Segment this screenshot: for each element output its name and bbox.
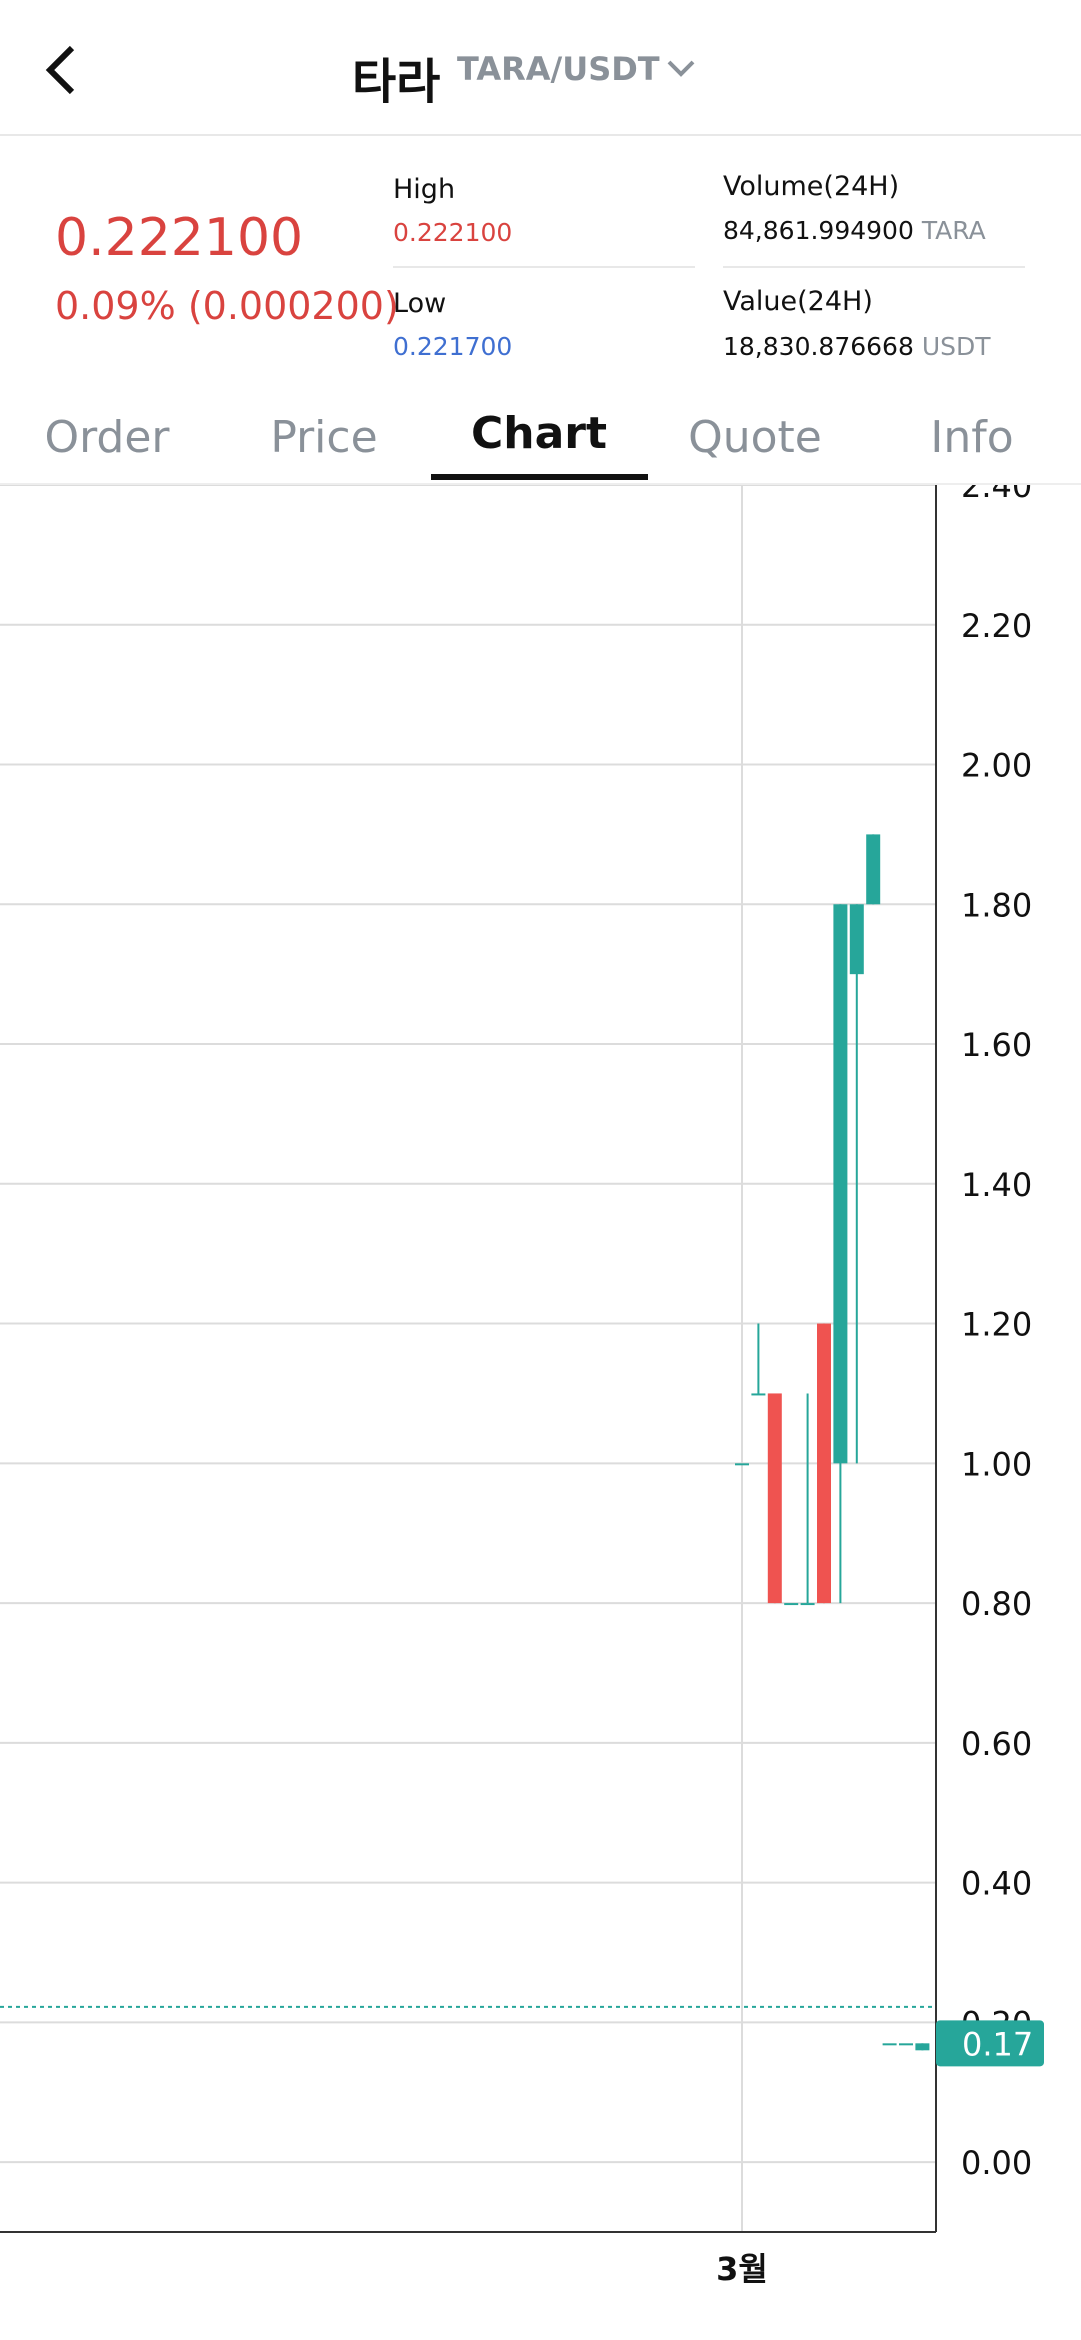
back-button[interactable] — [40, 44, 84, 96]
value-label: Value(24H) — [723, 286, 873, 317]
chart: 0.000.200.400.600.801.001.201.401.601.80… — [0, 485, 1044, 2288]
candle-body — [882, 2043, 897, 2046]
low-label: Low — [393, 288, 447, 319]
candle-body — [899, 2043, 913, 2046]
divider — [393, 266, 695, 268]
change: 0.09% (0.000200) — [55, 284, 399, 328]
tab[interactable]: Price — [270, 412, 378, 463]
y-tick-label: 1.00 — [961, 1445, 1032, 1483]
pair: TARA/USDT — [457, 50, 660, 88]
candle-body — [784, 1603, 799, 1606]
tab[interactable]: Quote — [688, 412, 822, 463]
price-tag-label: 0.17 — [962, 2025, 1033, 2063]
divider — [0, 134, 1081, 136]
y-tick-label: 0.00 — [961, 2144, 1032, 2182]
tab[interactable]: Order — [44, 412, 170, 463]
price-tag — [936, 2020, 1044, 2067]
value: 18,830.876668 USDT — [723, 332, 991, 361]
candle-body — [866, 834, 881, 905]
tab-indicator — [431, 474, 648, 480]
high-value: 0.222100 — [393, 218, 513, 247]
y-tick-label: 1.40 — [961, 1166, 1032, 1204]
candle-body — [735, 1463, 749, 1466]
coin-name: 타라 — [352, 54, 441, 110]
x-tick-label: 3월 — [716, 2250, 768, 2288]
candle-body — [800, 1603, 815, 1606]
volume-unit: TARA — [921, 216, 986, 245]
value-value: 18,830.876668 — [723, 332, 914, 361]
y-tick-label: 1.60 — [961, 1026, 1032, 1064]
divider — [0, 483, 1081, 485]
y-tick-label: 0.40 — [961, 1865, 1032, 1903]
pair-selector[interactable]: TARA/USDT — [457, 50, 696, 88]
low-value: 0.221700 — [393, 332, 513, 361]
divider — [723, 266, 1025, 268]
candle-body — [817, 1323, 831, 1604]
y-tick-label: 1.80 — [961, 886, 1032, 924]
y-tick-label: 0.60 — [961, 1725, 1032, 1763]
tab[interactable]: Info — [930, 412, 1014, 463]
last-price: 0.222100 — [55, 208, 304, 268]
candle-body — [915, 2043, 930, 2051]
value-unit: USDT — [921, 332, 991, 361]
change-pct: 0.09% — [55, 284, 176, 328]
volume-value: 84,861.994900 — [723, 216, 914, 245]
y-tick-label: 1.20 — [961, 1306, 1032, 1344]
tab[interactable]: Chart — [470, 408, 608, 459]
candle-body — [849, 904, 864, 975]
candle-body — [767, 1393, 782, 1604]
y-tick-label: 2.20 — [961, 607, 1032, 645]
y-tick-label: 2.00 — [961, 747, 1032, 785]
volume-label: Volume(24H) — [723, 171, 900, 202]
dropdown-icon — [667, 60, 695, 77]
y-tick-label: 0.80 — [961, 1585, 1032, 1623]
volume: 84,861.994900 TARA — [723, 216, 986, 245]
candle-body — [833, 904, 848, 1464]
candle-body — [751, 1393, 766, 1396]
change-abs: (0.000200) — [187, 284, 399, 328]
high-label: High — [393, 174, 456, 205]
y-tick-label: 2.40 — [961, 485, 1032, 505]
